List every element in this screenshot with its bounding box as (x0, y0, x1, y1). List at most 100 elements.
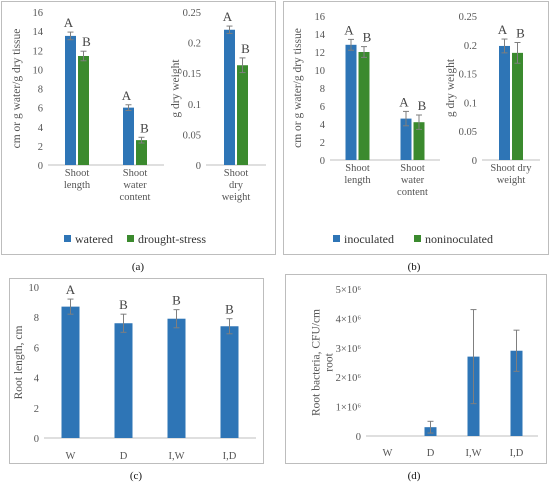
bar (237, 65, 248, 165)
x-category-label: D (427, 448, 435, 459)
y-tick-label: 8 (38, 85, 43, 96)
y-axis-title: Root bacteria, CFU/cm (311, 309, 323, 416)
significance-letter: B (82, 34, 91, 49)
y-tick-label: 0.1 (464, 98, 477, 109)
y-axis-title: cm or g water/g dry tissue (11, 29, 23, 149)
bar (136, 140, 147, 165)
bar (123, 107, 134, 165)
x-category-label: Shoot (345, 163, 370, 174)
y-tick-label: 0.25 (459, 12, 477, 23)
y-tick-label: 8 (320, 84, 325, 95)
y-tick-label: 0.1 (188, 100, 201, 111)
y-tick-label: 16 (33, 8, 44, 19)
x-category-label: weight (222, 192, 251, 203)
significance-letter: A (223, 9, 233, 24)
bar (345, 44, 357, 160)
y-tick-label: 10 (33, 65, 44, 76)
significance-letter: B (418, 98, 427, 113)
significance-letter: A (399, 94, 409, 109)
y-axis-title: cm or g water/g dry tissue (292, 28, 304, 148)
y-tick-label: 14 (33, 27, 44, 38)
x-category-label: W (383, 448, 393, 459)
x-category-label: Shoot (65, 168, 90, 179)
bar (400, 118, 412, 160)
x-category-label: I,D (510, 448, 524, 459)
y-tick-label: 0.15 (459, 70, 477, 81)
chart-c-root-length: 0 2 4 6 8 10 Root length, cm W A D B I,W B I,D B (13, 282, 256, 462)
chart-b-shoot-dry-weight: 0 0.05 0.1 0.15 0.2 0.25 g dry weight Shoot dry… (445, 12, 540, 186)
y-tick-label: 10 (29, 283, 40, 294)
x-category-label: length (344, 175, 371, 186)
x-category-label: I,D (223, 451, 237, 462)
y-tick-label: 10 (315, 66, 326, 77)
y-tick-label: 12 (315, 48, 326, 59)
legend-label-noninoculated: noninoculated (425, 232, 493, 246)
y-tick-label: 4×10⁶ (336, 314, 362, 325)
significance-letter: B (363, 30, 372, 45)
bar (224, 29, 235, 165)
y-tick-label: 0 (320, 156, 325, 167)
x-category-label: Shoot (224, 168, 249, 179)
legend-label-watered: watered (75, 232, 113, 246)
significance-letter: A (66, 282, 76, 297)
chart-a-shoot-dry-weight: 0 0.05 0.1 0.15 0.2 0.25 g dry weight Shootdryw… (170, 8, 266, 203)
x-category-label: Shoot (123, 168, 148, 179)
y-axis-title: g dry weight (445, 58, 457, 117)
chart-d-root-bacteria: 0 1×10⁶ 2×10⁶ 3×10⁶ 4×10⁶ 5×10⁶ Root bacteria,… (311, 285, 538, 459)
legend-swatch-drought-stress (127, 235, 134, 242)
bar (358, 52, 370, 160)
bar (78, 55, 89, 165)
panel-label-b: (b) (407, 261, 421, 273)
x-category-label: water (401, 175, 425, 186)
significance-letter: A (498, 22, 508, 37)
legend-swatch-inoculated (333, 235, 340, 242)
y-tick-label: 1×10⁶ (336, 403, 362, 414)
significance-letter: B (241, 41, 250, 56)
y-tick-label: 0 (34, 434, 39, 445)
y-tick-label: 5×10⁶ (336, 285, 362, 296)
x-category-label: content (397, 187, 428, 198)
x-category-label: Shoot (400, 163, 425, 174)
y-axis-title: Root length, cm (13, 326, 25, 400)
bar (61, 306, 80, 438)
y-tick-label: 2 (320, 138, 325, 149)
x-category-label: Shoot dry (490, 163, 532, 174)
significance-letter: A (64, 15, 74, 30)
y-tick-label: 0.2 (464, 41, 477, 52)
y-axis-title: root (324, 352, 336, 371)
y-tick-label: 2 (38, 142, 43, 153)
significance-letter: B (172, 293, 181, 308)
x-category-label: I,W (465, 448, 481, 459)
y-tick-label: 16 (315, 12, 326, 23)
y-tick-label: 0 (356, 432, 361, 443)
legend-swatch-noninoculated (414, 235, 421, 242)
x-category-label: weight (497, 175, 526, 186)
y-tick-label: 3×10⁶ (336, 344, 362, 355)
y-tick-label: 4 (34, 374, 40, 385)
chart-a-shoot-length-water: 0 2 4 6 8 10 12 14 16 cm or g water/g dry tissue S… (11, 8, 164, 203)
y-tick-label: 0 (472, 156, 477, 167)
legend-a: watered drought-stress (64, 232, 206, 246)
y-tick-label: 0.15 (183, 69, 201, 80)
significance-letter: B (225, 302, 234, 317)
legend-label-inoculated: inoculated (344, 232, 394, 246)
bar (220, 326, 239, 438)
y-tick-label: 4 (38, 123, 44, 134)
bar (510, 350, 523, 436)
significance-letter: A (122, 88, 132, 103)
y-tick-label: 8 (34, 313, 39, 324)
chart-b-shoot-length-water: 0 2 4 6 8 10 12 14 16 cm or g water/g dry tissue S… (292, 12, 440, 198)
x-category-label: W (66, 451, 76, 462)
y-tick-label: 2×10⁶ (336, 373, 362, 384)
bar (499, 45, 510, 161)
legend-b: inoculated noninoculated (333, 232, 493, 246)
y-tick-label: 0 (38, 161, 43, 172)
y-tick-label: 6 (34, 343, 39, 354)
bar (512, 52, 523, 160)
significance-letter: B (140, 120, 149, 135)
y-tick-label: 6 (38, 104, 43, 115)
y-tick-label: 4 (320, 120, 326, 131)
y-tick-label: 14 (315, 30, 326, 41)
y-tick-label: 6 (320, 102, 325, 113)
